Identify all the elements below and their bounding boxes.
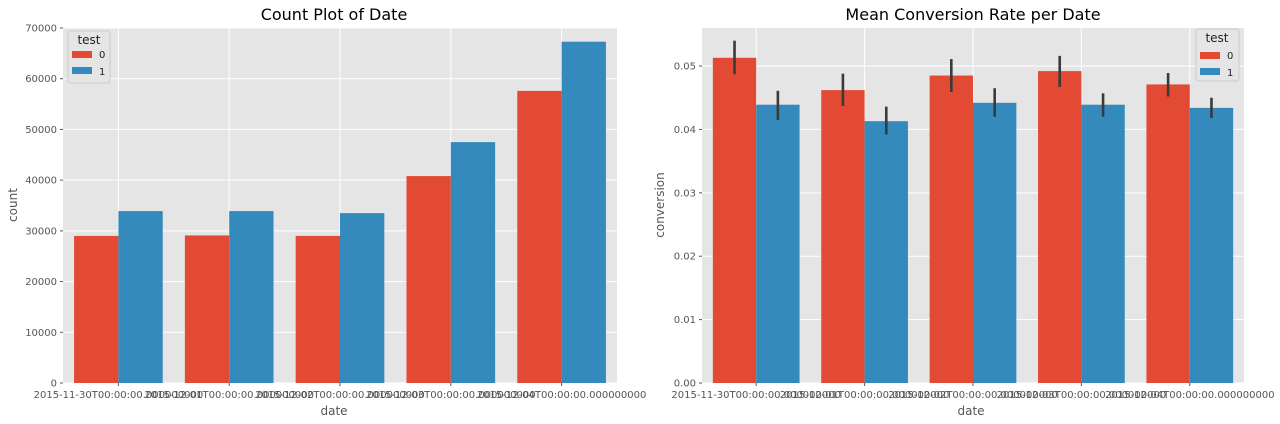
conversion-bar-series-0 [929,75,973,383]
count-x-tick-label: 2015-12-03T00:00:00.000000000 [366,390,536,401]
conversion-bar-series-0 [821,90,865,383]
conversion-y-tick-label: 0.05 [674,62,696,73]
count-bar-series-1 [340,213,385,383]
conversion-bar-series-1 [864,121,908,383]
count-plot-title: Count Plot of Date [261,5,408,24]
count-bar-series-0 [184,235,230,383]
conversion-bar-series-1 [1189,107,1234,383]
count-x-tick-label: 2015-12-04T00:00:00.000000000 [477,390,647,401]
count-plot-legend-label-0: 0 [99,50,105,61]
conversion-x-tick-label: 2015-12-04T00:00:00.000000000 [1105,390,1275,401]
conversion-y-tick-label: 0.01 [674,315,696,326]
conversion-x-tick-label: 2015-12-02T00:00:00.000000000 [888,390,1058,401]
count-bar-series-1 [118,211,163,383]
conversion-bar-series-0 [1146,84,1190,383]
count-bar-series-1 [450,142,496,383]
count-plot-x-ticks: 2015-11-30T00:00:00.0000000002015-12-01T… [34,383,647,401]
conversion-y-tick-label: 0.00 [674,379,696,390]
count-y-tick-label: 10000 [25,328,57,339]
count-bar-series-1 [229,211,274,383]
conversion-x-tick-label: 2015-11-30T00:00:00.000000000 [671,390,841,401]
count-plot-bars [74,41,606,383]
count-bar-series-1 [561,41,606,383]
conversion-plot-legend-label-1: 1 [1227,68,1233,79]
count-bar-series-0 [74,235,119,383]
count-x-tick-label: 2015-12-02T00:00:00.000000000 [255,390,425,401]
count-plot-legend-swatch-0 [72,51,92,58]
count-plot-legend-swatch-1 [72,67,92,74]
conversion-plot-error-bars [733,40,1213,135]
conversion-y-tick-label: 0.03 [674,188,696,199]
count-plot-panel: 0 10000 20000 30000 40000 50000 60000 70000 201… [6,5,646,418]
count-y-tick-label: 60000 [25,74,57,85]
conversion-bar-series-0 [1038,71,1082,383]
conversion-y-tick-label: 0.04 [674,125,696,136]
conversion-x-tick-label: 2015-12-03T00:00:00.000000000 [997,390,1167,401]
conversion-plot-title: Mean Conversion Rate per Date [845,5,1100,24]
count-plot-y-axis-label: count [6,188,20,222]
count-plot-legend-title: test [77,33,100,47]
conversion-plot-y-axis-label: conversion [653,172,667,238]
conversion-plot-bars [712,57,1234,384]
conversion-bar-series-0 [712,57,757,383]
count-y-tick-label: 20000 [25,277,57,288]
conversion-plot-x-axis-label: date [957,404,984,418]
count-plot-x-axis-label: date [320,404,347,418]
conversion-bar-series-1 [1081,104,1125,384]
conversion-plot-panel: 0.00 0.01 0.02 0.03 0.04 0.05 2015-11-30T00:0… [653,5,1275,418]
count-y-tick-label: 70000 [25,24,57,35]
conversion-x-tick-label: 2015-12-01T00:00:00.000000000 [780,390,950,401]
conversion-plot-legend: test 0 1 [1195,28,1240,82]
count-y-tick-label: 40000 [25,176,57,187]
conversion-plot-x-ticks: 2015-11-30T00:00:00.0000000002015-12-01T… [671,383,1275,401]
conversion-plot-legend-label-0: 0 [1227,51,1233,62]
count-y-tick-label: 0 [51,379,57,390]
count-bar-series-0 [406,176,451,383]
conversion-y-tick-label: 0.02 [674,252,696,263]
conversion-plot-legend-swatch-0 [1200,52,1220,59]
count-plot-legend: test 0 1 [67,30,111,84]
count-plot-y-ticks: 0 10000 20000 30000 40000 50000 60000 70000 [25,24,63,390]
count-x-tick-label: 2015-12-01T00:00:00.000000000 [144,390,314,401]
count-bar-series-0 [517,90,562,383]
conversion-bar-series-1 [756,104,800,384]
count-y-tick-label: 30000 [25,226,57,237]
count-x-tick-label: 2015-11-30T00:00:00.000000000 [34,390,204,401]
count-y-tick-label: 50000 [25,125,57,136]
conversion-bar-series-1 [973,102,1017,383]
conversion-plot-legend-title: test [1205,31,1228,45]
count-bar-series-0 [295,235,340,383]
count-plot-legend-label-1: 1 [99,67,105,78]
conversion-plot-y-ticks: 0.00 0.01 0.02 0.03 0.04 0.05 [674,62,702,390]
conversion-plot-legend-swatch-1 [1200,68,1220,75]
